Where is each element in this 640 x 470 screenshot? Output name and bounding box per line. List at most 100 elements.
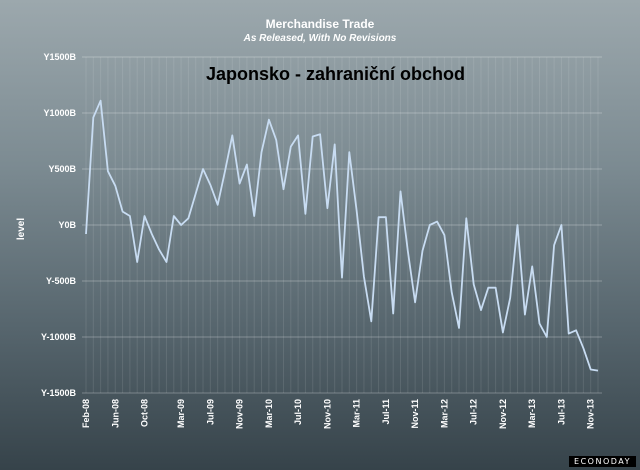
data-point	[384, 216, 387, 219]
data-point	[99, 99, 102, 102]
data-point	[209, 183, 212, 186]
data-point	[545, 336, 548, 339]
data-point	[121, 210, 124, 213]
data-point	[370, 320, 373, 323]
y-axis: Y1500B Y1000B Y500B Y0B Y-500B Y-1000B Y-1500B	[41, 52, 77, 398]
data-point	[465, 217, 468, 220]
data-point	[107, 170, 110, 173]
data-point	[560, 224, 563, 227]
x-tick-label: Nov-10	[322, 399, 332, 429]
data-point	[150, 233, 153, 236]
data-point	[421, 249, 424, 252]
data-point	[260, 151, 263, 154]
data-point	[311, 135, 314, 138]
x-tick-label: Jul-10	[293, 399, 303, 425]
chart-annotation: Japonsko - zahraniční obchod	[206, 64, 466, 84]
data-point	[194, 192, 197, 195]
y-tick-label: Y-1500B	[41, 388, 77, 398]
y-tick-label: Y1500B	[43, 52, 76, 62]
data-point	[406, 249, 409, 252]
data-point	[523, 313, 526, 316]
chart-title: Merchandise Trade	[265, 17, 375, 31]
data-point	[582, 347, 585, 350]
data-point	[253, 215, 256, 218]
data-point	[553, 244, 556, 247]
data-point	[597, 369, 600, 372]
x-tick-label: Oct-08	[140, 399, 150, 427]
x-tick-label: Mar-13	[527, 399, 537, 428]
y-tick-label: Y-500B	[46, 276, 77, 286]
data-point	[480, 309, 483, 312]
data-point	[238, 182, 241, 185]
data-point	[267, 118, 270, 121]
data-point	[575, 329, 578, 332]
data-point	[428, 224, 431, 227]
data-point	[414, 301, 417, 304]
data-point	[567, 332, 570, 335]
data-point	[224, 170, 227, 173]
data-point	[538, 322, 541, 325]
data-point	[282, 188, 285, 191]
x-tick-label: Mar-11	[352, 399, 362, 428]
y-tick-label: Y0B	[58, 220, 76, 230]
data-point	[516, 224, 519, 227]
data-point	[399, 190, 402, 193]
data-point	[128, 215, 131, 218]
x-tick-label: Jul-12	[469, 399, 479, 425]
data-point	[363, 275, 366, 278]
x-axis: Feb-08 Jun-08 Oct-08 Mar-09 Jul-09 Nov-09 Mar-…	[81, 399, 596, 429]
data-point	[443, 234, 446, 237]
data-point	[487, 286, 490, 289]
data-point	[392, 312, 395, 315]
data-point	[502, 331, 505, 334]
data-point	[341, 276, 344, 279]
data-point	[509, 296, 512, 299]
x-tick-label: Nov-09	[235, 399, 245, 429]
data-point	[158, 248, 161, 251]
data-point	[85, 233, 88, 236]
data-point	[472, 283, 475, 286]
data-point	[333, 143, 336, 146]
data-point	[589, 368, 592, 371]
data-point	[143, 215, 146, 218]
chart-subtitle: As Released, With No Revisions	[243, 33, 397, 44]
x-tick-label: Nov-12	[498, 399, 508, 429]
data-point	[136, 261, 139, 264]
data-point	[297, 134, 300, 137]
x-tick-label: Mar-12	[439, 399, 449, 428]
x-tick-label: Feb-08	[81, 399, 91, 428]
data-point	[202, 168, 205, 171]
data-point	[275, 138, 278, 141]
data-point	[114, 184, 117, 187]
data-point	[216, 203, 219, 206]
x-tick-label: Jul-11	[381, 399, 391, 425]
x-tick-label: Mar-09	[176, 399, 186, 428]
x-tick-label: Jul-13	[556, 399, 566, 425]
y-tick-label: Y500B	[48, 164, 76, 174]
series-line	[85, 99, 599, 372]
x-tick-label: Nov-11	[410, 399, 420, 429]
data-point	[289, 145, 292, 148]
data-point	[246, 163, 249, 166]
data-point	[92, 116, 95, 119]
econoday-logo: ECONODAY	[569, 456, 636, 467]
data-point	[304, 212, 307, 215]
data-point	[326, 207, 329, 210]
y-tick-label: Y-1000B	[41, 332, 77, 342]
data-point	[231, 134, 234, 137]
data-point	[165, 261, 168, 264]
data-point	[377, 216, 380, 219]
data-point	[436, 220, 439, 223]
x-tick-label: Jun-08	[110, 399, 120, 428]
data-point	[319, 133, 322, 136]
grid-lines	[82, 56, 602, 394]
data-point	[450, 291, 453, 294]
data-point	[458, 327, 461, 330]
x-tick-label: Mar-10	[264, 399, 274, 428]
data-point	[180, 224, 183, 227]
series-layer	[85, 99, 600, 372]
y-tick-label: Y1000B	[43, 108, 76, 118]
data-point	[494, 286, 497, 289]
x-tick-label: Jul-09	[205, 399, 215, 425]
